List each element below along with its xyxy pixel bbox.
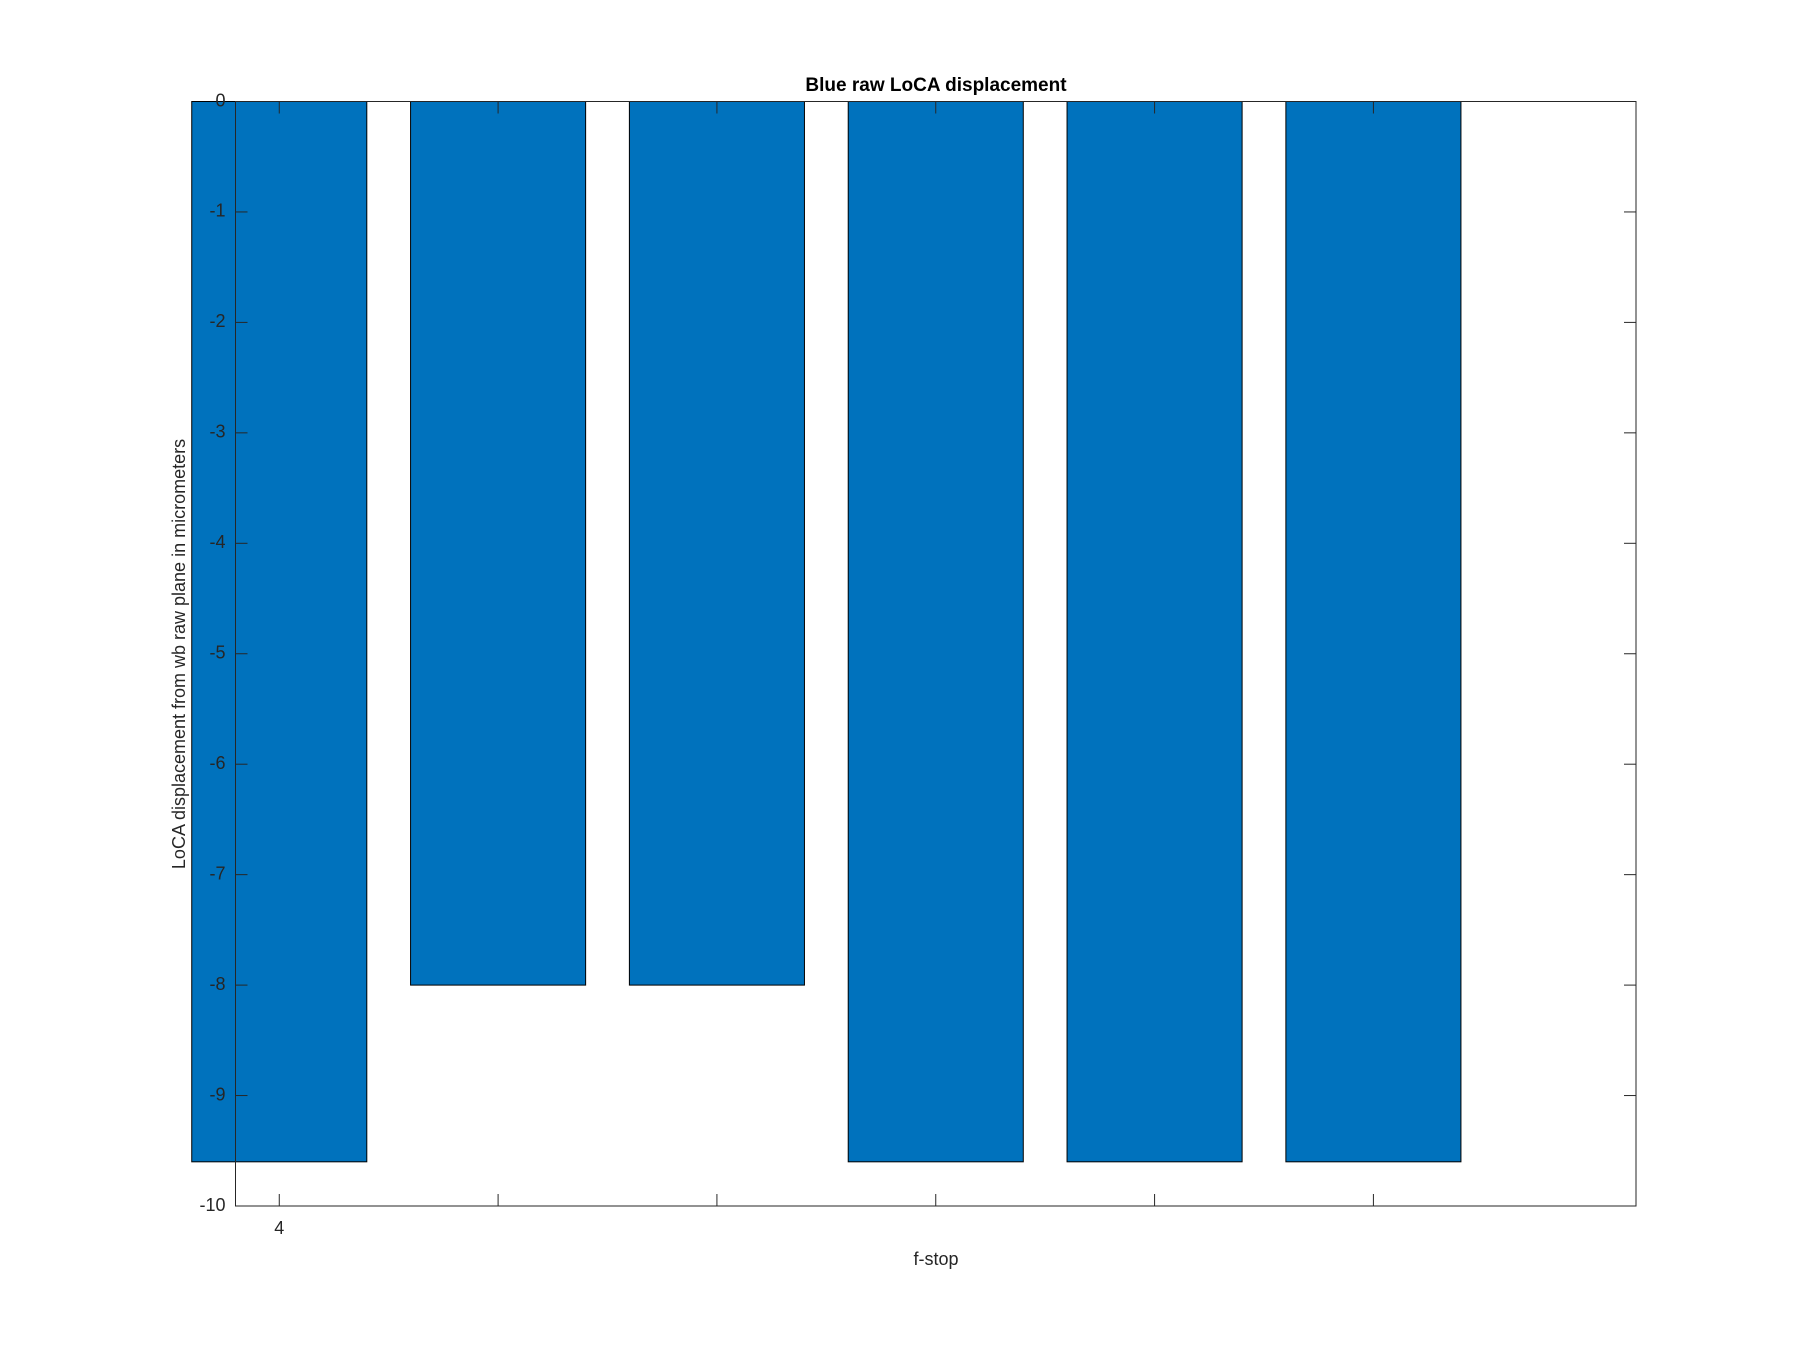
y-axis-label: LoCA displacement from wb raw plane in m… — [169, 439, 189, 869]
y-tick-label: -8 — [209, 974, 225, 994]
chart-title: Blue raw LoCA displacement — [805, 75, 1067, 96]
y-tick-label: -2 — [209, 311, 225, 331]
x-tick-label: 4 — [274, 1218, 284, 1238]
bar — [191, 101, 368, 1163]
y-tick-label: -1 — [209, 201, 225, 221]
y-tick-label: 0 — [215, 90, 225, 110]
y-tick-label: -10 — [199, 1195, 225, 1215]
bar — [1285, 101, 1462, 1163]
bar — [628, 101, 805, 986]
y-tick-label: -5 — [209, 643, 225, 663]
y-tick-label: -3 — [209, 422, 225, 442]
y-tick-label: -9 — [209, 1084, 225, 1104]
y-tick-label: -6 — [209, 753, 225, 773]
bar — [1066, 101, 1243, 1163]
bar — [410, 101, 587, 986]
bar — [847, 101, 1024, 1163]
y-tick-label: -7 — [209, 863, 225, 883]
x-axis-label: f-stop — [913, 1249, 958, 1269]
y-tick-label: -4 — [209, 532, 225, 552]
